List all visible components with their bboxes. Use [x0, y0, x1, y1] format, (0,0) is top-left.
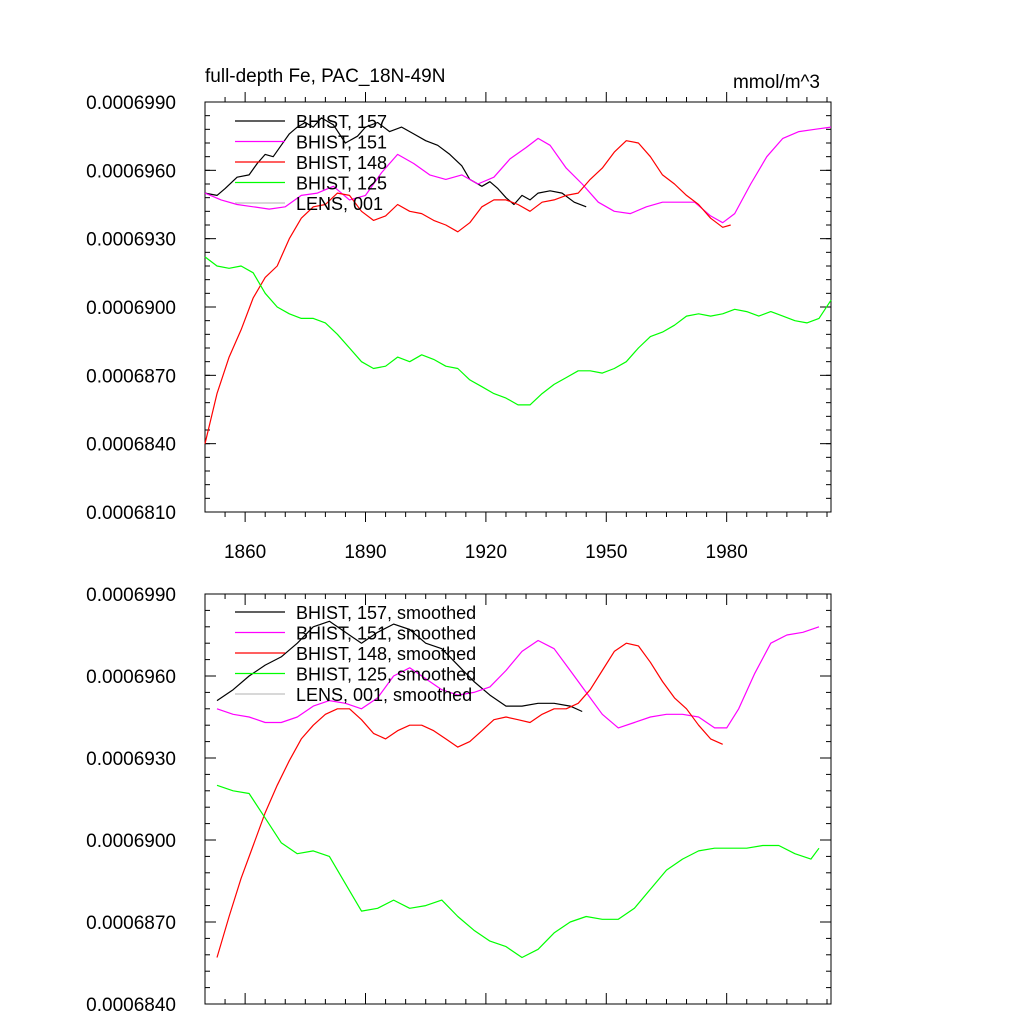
- series-line-4: [204, 256, 832, 406]
- series-line-3: [216, 642, 723, 958]
- y-tick-label: 0.0006900: [86, 831, 176, 852]
- y-tick-label: 0.0006960: [86, 667, 176, 688]
- y-tick-label: 0.0006900: [86, 298, 176, 319]
- legend-label: BHIST, 148: [296, 153, 387, 173]
- legend-label: BHIST, 151, smoothed: [296, 624, 476, 644]
- y-tick-label: 0.0006870: [86, 913, 176, 934]
- legend-label: BHIST, 125, smoothed: [296, 665, 476, 685]
- legend-label: LENS, 001: [296, 194, 383, 214]
- legend-label: BHIST, 157: [296, 112, 387, 132]
- chart-units: mmol/m^3: [733, 72, 820, 93]
- legend-label: BHIST, 125: [296, 174, 387, 194]
- y-tick-label: 0.0006960: [86, 161, 176, 182]
- y-tick-label: 0.0006930: [86, 749, 176, 770]
- series-line-3: [204, 140, 731, 444]
- x-tick-label: 1950: [585, 542, 627, 563]
- legend-label: LENS, 001, smoothed: [296, 685, 472, 705]
- legend-label: BHIST, 148, smoothed: [296, 644, 476, 664]
- legend-label: BHIST, 151: [296, 133, 387, 153]
- series-line-1: [216, 620, 583, 713]
- y-tick-label: 0.0006870: [86, 366, 176, 387]
- chart-title: full-depth Fe, PAC_18N-49N: [205, 66, 445, 87]
- series-line-1: [204, 117, 587, 208]
- y-tick-label: 0.0006810: [86, 503, 176, 524]
- x-tick-label: 1980: [706, 542, 748, 563]
- series-line-2: [216, 626, 820, 729]
- y-tick-label: 0.0006990: [86, 585, 176, 606]
- y-tick-label: 0.0006930: [86, 230, 176, 251]
- legend-label: BHIST, 157, smoothed: [296, 603, 476, 623]
- series-line-4: [216, 784, 820, 959]
- y-tick-label: 0.0006990: [86, 93, 176, 114]
- x-tick-label: 1890: [344, 542, 386, 563]
- series-line-2: [204, 126, 832, 224]
- chart-panel-1: 0.0006810 0.0006840 0.0006870 0.0006900 0.00…: [86, 66, 832, 563]
- plot-frame: [204, 593, 832, 1005]
- y-tick-label: 0.0006840: [86, 995, 176, 1016]
- y-tick-label: 0.0006840: [86, 435, 176, 456]
- chart-panel-2: 0.0006840 0.0006870 0.0006900 0.0006930 0.00…: [86, 585, 832, 1016]
- x-tick-label: 1860: [224, 542, 266, 563]
- x-tick-label: 1920: [465, 542, 507, 563]
